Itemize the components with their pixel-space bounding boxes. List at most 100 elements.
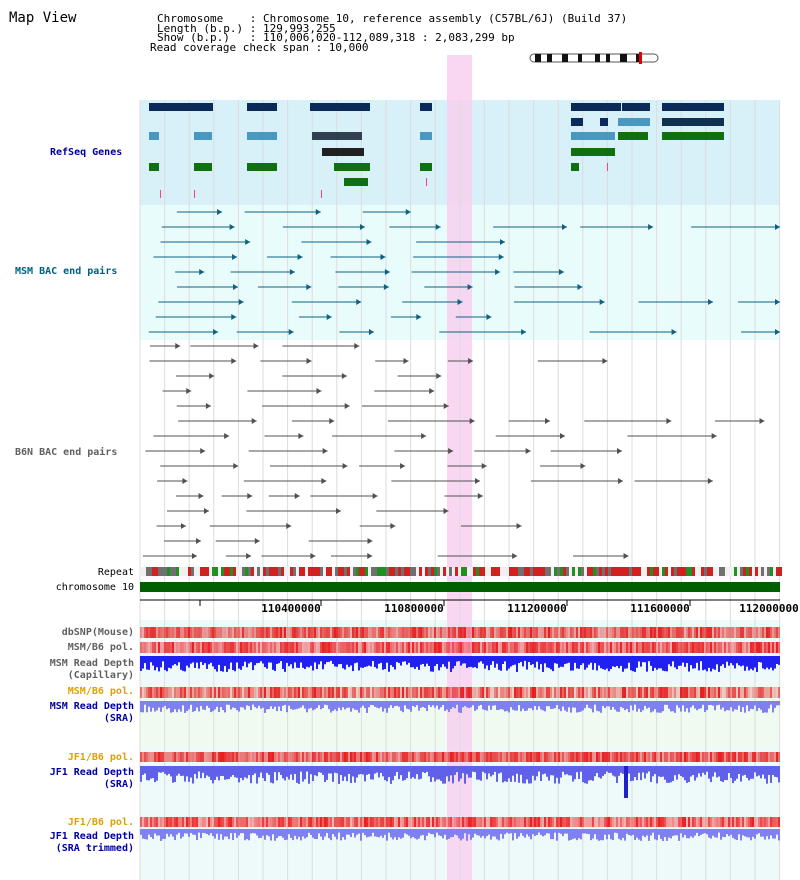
heat-segment [608,627,610,638]
msm-sra-depth-bar [298,701,300,709]
heat-segment [248,752,250,762]
b6n-bac-pair-end [469,418,475,424]
jf1-sra-depth-bar [536,766,538,777]
msm-bac-pair-end [229,224,235,230]
heat-segment [458,817,460,827]
heat-segment [656,687,658,698]
msm-capillary-depth-bar [738,656,740,666]
heat-segment [630,817,632,827]
heat-segment [296,627,298,638]
jf1-trim-depth-bar [394,829,396,838]
jf1-trim-depth-bar [304,829,306,839]
jf1-trim-depth-bar [702,829,704,834]
heat-segment [148,642,150,653]
track-label-chromosome[interactable]: chromosome 10 [55,582,134,593]
track-label-msm-bac[interactable]: MSM BAC end pairs [15,266,118,277]
jf1-sra-depth-bar [380,766,382,773]
repeat-segment [392,567,395,576]
msm-capillary-depth-bar [564,656,566,665]
heat-segment [686,817,688,827]
repeat-segment [185,567,188,576]
msm-capillary-depth-bar [444,656,446,667]
heat-segment [480,687,482,698]
heat-segment [582,687,584,698]
track-label-msm-b6-pol-2[interactable]: MSM/B6 pol. [67,686,134,697]
heat-segment [364,817,366,827]
heat-segment [514,642,516,653]
msm-sra-depth-bar [198,701,200,712]
heat-segment [744,752,746,762]
heat-segment [418,687,420,698]
jf1-trim-depth-bar [632,829,634,835]
heat-segment [698,642,700,653]
track-label-msm-depth-cap[interactable]: MSM Read Depth [49,658,134,669]
track-label-repeat[interactable]: Repeat [97,567,134,578]
msm-capillary-depth-bar [278,656,280,664]
heat-segment [488,687,490,698]
jf1-sra-depth-bar [422,766,424,773]
msm-capillary-depth-bar [688,656,690,672]
heat-segment [188,687,190,698]
heat-segment [742,817,744,827]
heat-segment [590,752,592,762]
track-label-msm-depth-sra[interactable]: MSM Read Depth [49,701,134,712]
chromosome-ideogram[interactable] [529,52,659,64]
msm-capillary-depth-bar [608,656,610,672]
msm-capillary-depth-bar [314,656,316,663]
msm-sra-depth-bar [240,701,242,708]
track-label-msm-b6-pol-1[interactable]: MSM/B6 pol. [67,642,134,653]
msm-sra-depth-bar [706,701,708,711]
heat-segment [540,642,542,653]
ruler-tick-label: 111200000 [507,602,567,615]
heat-segment [394,817,396,827]
b6n-bac-pair-end [580,463,586,469]
track-label-jf1-b6-pol-1[interactable]: JF1/B6 pol. [67,752,134,763]
heat-segment [360,627,362,638]
heat-segment [556,817,558,827]
jf1-trim-depth-bar [602,829,604,841]
heat-segment [334,817,336,827]
jf1-trim-depth-bar [498,829,500,841]
heat-segment [596,642,598,653]
track-label-jf1-depth-sra[interactable]: JF1 Read Depth [49,767,134,778]
jf1-sra-depth-bar [514,766,516,782]
msm-sra-depth-bar [714,701,716,711]
heat-segment [422,627,424,638]
repeat-segment [665,567,668,576]
heat-segment [224,817,226,827]
jf1-trim-depth-bar [744,829,746,837]
msm-capillary-depth-bar [164,656,166,671]
track-label-refseq[interactable]: RefSeq Genes [50,147,123,158]
repeat-segment [518,567,521,576]
heat-segment [624,627,626,638]
heat-segment [150,642,152,653]
msm-capillary-depth-bar [352,656,354,672]
heat-segment [334,752,336,762]
heat-segment [642,817,644,827]
msm-sra-depth-bar [738,701,740,706]
heat-segment [632,752,634,762]
heat-segment [652,817,654,827]
track-label-b6n-bac[interactable]: B6N BAC end pairs [15,447,118,458]
track-label-jf1-depth-trim[interactable]: JF1 Read Depth [49,831,134,842]
heat-segment [298,687,300,698]
track-label-dbsnp[interactable]: dbSNP(Mouse) [61,627,134,638]
jf1-sra-depth-bar [306,766,308,772]
jf1-trim-depth-bar [644,829,646,838]
track-label-jf1-b6-pol-2[interactable]: JF1/B6 pol. [67,817,134,828]
heat-segment [662,627,664,638]
heat-segment [458,752,460,762]
heat-segment [468,817,470,827]
heat-segment [378,687,380,698]
msm-capillary-depth-bar [166,656,168,672]
heat-segment [202,642,204,653]
msm-capillary-depth-bar [366,656,368,667]
jf1-sra-depth-bar [466,766,468,775]
msm-sra-depth-bar [672,701,674,712]
jf1-trim-depth-bar [508,829,510,834]
msm-sra-depth-bar [592,701,594,713]
jf1-trim-depth-bar [320,829,322,837]
heat-segment [684,752,686,762]
jf1-sra-depth-bar [730,766,732,779]
